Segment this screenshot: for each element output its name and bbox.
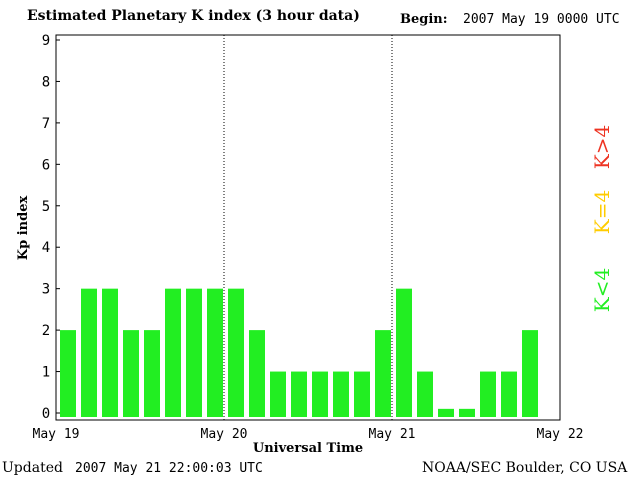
chart-title: Estimated Planetary K index (3 hour data… <box>27 8 360 24</box>
y-tick-label: 6 <box>42 157 50 173</box>
kp-bar <box>186 288 202 417</box>
kp-bar <box>102 288 118 417</box>
kp-bar <box>60 330 76 417</box>
y-tick-label: 4 <box>42 240 50 256</box>
kp-bar <box>165 288 181 417</box>
y-tick-label: 3 <box>42 282 50 298</box>
y-tick-label: 9 <box>42 33 50 49</box>
kp-bar <box>522 330 538 417</box>
updated-value: 2007 May 21 22:00:03 UTC <box>75 461 263 476</box>
y-tick-label: 2 <box>42 323 50 339</box>
kp-bar <box>270 371 286 417</box>
kp-bar <box>417 371 433 417</box>
kp-bar <box>375 330 391 417</box>
x-tick-label: May 21 <box>369 427 416 442</box>
bars <box>60 288 538 417</box>
legend-item: K>4 <box>590 125 614 169</box>
kp-bar <box>312 371 328 417</box>
x-axis-labels: May 19 May 20 May 21 May 22 <box>33 427 584 442</box>
kp-bar <box>207 288 223 417</box>
y-tick-label: 5 <box>42 199 50 215</box>
begin-label: Begin: <box>400 12 448 27</box>
kp-bar <box>123 330 139 417</box>
kp-bar <box>438 408 454 417</box>
y-tick-label: 8 <box>42 74 50 90</box>
legend-item: K<4 <box>590 268 614 312</box>
y-axis-title: Kp index <box>16 196 31 261</box>
x-tick-label: May 19 <box>33 427 80 442</box>
plot-frame <box>55 34 561 421</box>
kp-bar <box>480 371 496 417</box>
kp-bar <box>291 371 307 417</box>
y-axis-ticks: 0 1 2 3 4 5 6 7 8 9 <box>42 33 60 422</box>
kp-bar <box>459 408 475 417</box>
kp-bar <box>333 371 349 417</box>
kp-bar <box>501 371 517 417</box>
day-dividers <box>223 35 393 420</box>
kp-bar <box>144 330 160 417</box>
credit-text: NOAA/SEC Boulder, CO USA <box>422 460 628 476</box>
y-tick-label: 7 <box>42 116 50 132</box>
legend-item: K=4 <box>590 190 614 234</box>
kp-bar <box>249 330 265 417</box>
y-tick-label: 0 <box>42 406 50 422</box>
y-tick-label: 1 <box>42 365 50 381</box>
kp-bar <box>396 288 412 417</box>
kp-bar <box>81 288 97 417</box>
x-tick-label: May 22 <box>537 427 584 442</box>
x-axis-title: Universal Time <box>253 441 363 456</box>
legend: K<4 K=4 K>4 <box>590 125 614 312</box>
kp-bar <box>354 371 370 417</box>
begin-value: 2007 May 19 0000 UTC <box>463 12 620 27</box>
kp-bar <box>228 288 244 417</box>
updated-label: Updated <box>2 460 63 476</box>
x-tick-label: May 20 <box>201 427 248 442</box>
